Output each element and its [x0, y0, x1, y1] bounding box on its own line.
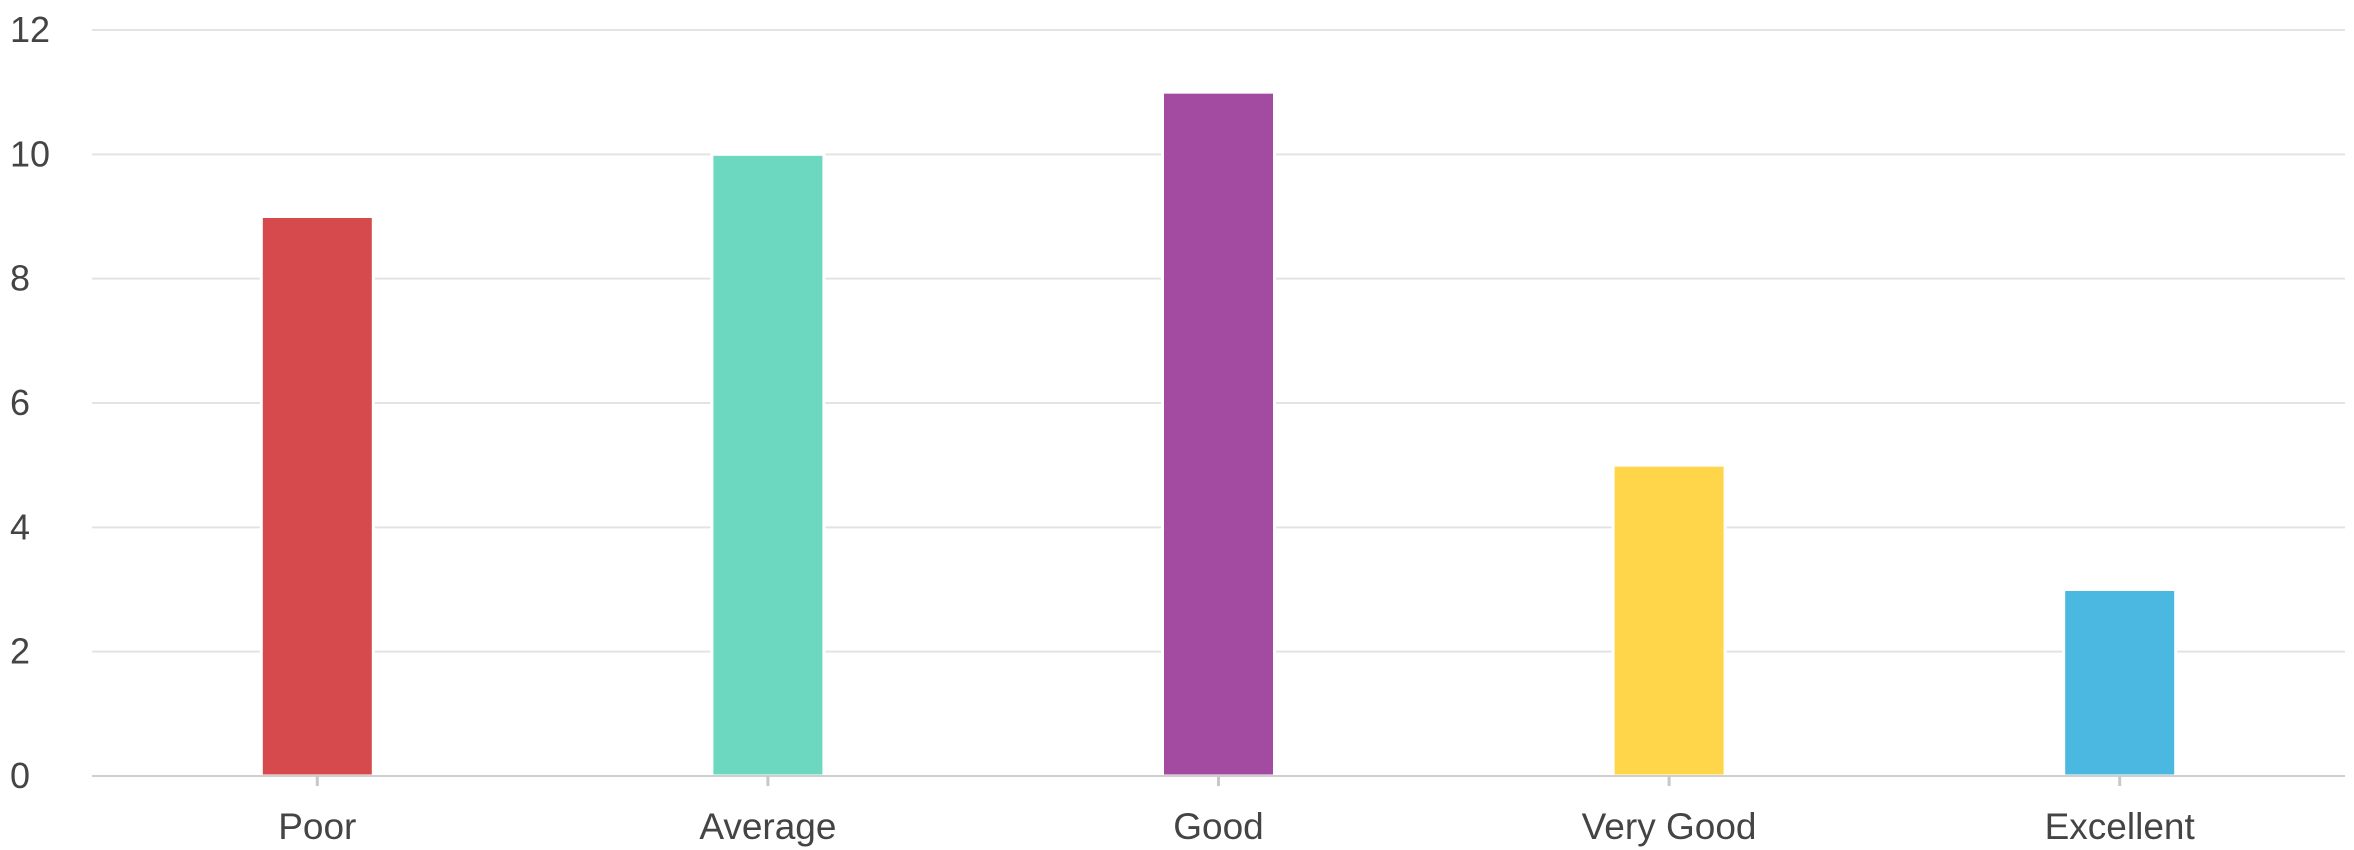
- x-tick-label: Poor: [278, 806, 356, 847]
- x-tick-label: Very Good: [1582, 806, 1757, 847]
- x-tick-label: Good: [1173, 806, 1264, 847]
- y-tick-label: 6: [10, 382, 30, 423]
- y-tick-label: 10: [10, 133, 50, 174]
- bars: [259, 90, 2178, 778]
- x-axis: Poor Average Good Very Good Excellent: [92, 775, 2345, 847]
- bar-poor[interactable]: [259, 215, 375, 778]
- y-tick-label: 2: [10, 631, 30, 672]
- y-tick-label: 4: [10, 506, 30, 547]
- y-tick-label: 12: [10, 9, 50, 50]
- bar-good[interactable]: [1161, 90, 1276, 778]
- bar-average[interactable]: [710, 152, 826, 778]
- x-tick-label: Average: [699, 806, 836, 847]
- y-axis: 0 2 4 6 8 10 12: [10, 9, 50, 796]
- y-tick-label: 8: [10, 258, 30, 299]
- bar-excellent[interactable]: [2062, 588, 2178, 778]
- x-tick-label: Excellent: [2045, 806, 2196, 847]
- bar-very-good[interactable]: [1611, 463, 1727, 778]
- y-tick-label: 0: [10, 755, 30, 796]
